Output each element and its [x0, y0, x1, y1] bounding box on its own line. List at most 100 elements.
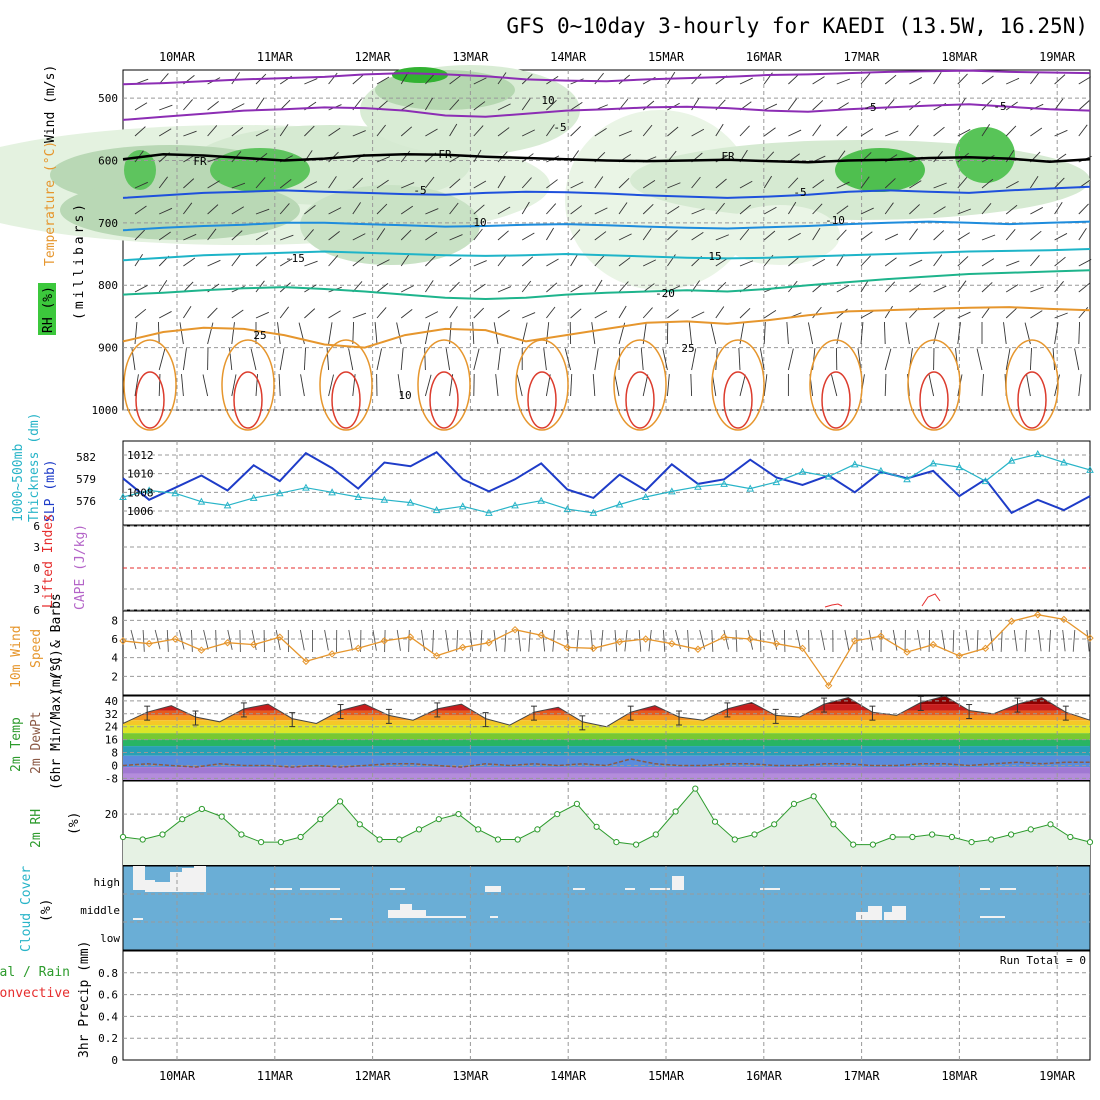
temp2m-band-10: [123, 767, 1090, 774]
wind10-barb-16: [324, 629, 329, 651]
barb-7-18: [570, 253, 579, 267]
barb-10-4: [231, 322, 235, 345]
wind10-point-5: [249, 640, 258, 649]
barb-7-34: [957, 256, 969, 267]
barb-1-18: [570, 101, 583, 111]
barb-11-8: [326, 348, 330, 371]
barb-0-34: [957, 73, 968, 85]
barb-2-19: [594, 127, 607, 137]
wind10-barb-71: [989, 629, 994, 652]
barb-4-13: [449, 178, 461, 189]
thickness-point-0: [119, 492, 127, 500]
wind10-barb-22: [396, 629, 401, 651]
wind10-tick-2: 2: [111, 670, 118, 683]
barb-12-8: [328, 374, 334, 397]
barb-6-12: [425, 231, 438, 241]
barb-5-26: [763, 206, 777, 215]
barb-6-25: [739, 228, 750, 241]
isotherm-label-12: -20: [655, 287, 675, 300]
barb-12-18: [570, 374, 573, 397]
wind10-barb-1: [142, 629, 145, 652]
wind10-barb-54: [783, 629, 786, 652]
barb-9-5: [255, 311, 269, 319]
lifted-index-grid: [123, 525, 1090, 611]
barb-6-3: [207, 228, 217, 241]
barb-2-17: [546, 124, 555, 137]
wind10-barb-77: [1062, 629, 1066, 652]
warm-loop-outer-8: [907, 339, 961, 431]
top-date-label-6: 16MAR: [746, 50, 783, 64]
barb-9-21: [642, 307, 653, 319]
barb-5-6: [279, 203, 290, 215]
barb-12-6: [278, 374, 281, 397]
stability-panel: 6 3 0 3 6 Lifted Index CAPE (J/kg): [33, 514, 1091, 617]
precip-grid: [123, 951, 1090, 1060]
barb-4-12: [425, 176, 435, 189]
barb-0-36: [1006, 77, 1020, 85]
barb-4-23: [691, 176, 701, 189]
thickness-point-21: [667, 487, 676, 495]
rh2m-point-18: [475, 826, 482, 833]
wind10-barb-14: [299, 629, 305, 651]
warm-loop-outer-9: [1005, 339, 1059, 431]
barb-2-24: [715, 123, 724, 137]
thickness-point-5: [249, 493, 258, 501]
barb-0-29: [836, 78, 851, 85]
upper-air-temp-label: Temperature (°C): [43, 141, 58, 266]
barb-4-4: [231, 182, 246, 189]
barb-12-37: [1026, 374, 1031, 397]
barb-2-10: [376, 124, 386, 137]
barb-4-11: [401, 182, 415, 189]
barb-12-20: [614, 374, 620, 397]
top-date-label-1: 11MAR: [257, 50, 294, 64]
barb-8-19: [594, 279, 603, 293]
wind10-barb-4: [178, 629, 185, 650]
barb-5-11: [400, 205, 414, 215]
upper-air-wind-barbs: [131, 71, 1092, 397]
rh2m-point-24: [593, 823, 600, 830]
rh2m-ticks: 20: [105, 808, 118, 821]
barb-5-2: [183, 202, 193, 215]
run-total-label: Run Total = 0: [1000, 954, 1086, 967]
wind10-point-36: [1060, 615, 1068, 624]
barb-1-4: [231, 103, 245, 111]
barb-4-8: [328, 176, 337, 189]
wind10-point-35: [1034, 611, 1042, 619]
warm-loop-inner-5: [625, 371, 655, 429]
barb-4-14: [473, 180, 487, 189]
slp-tick-1006: 1006: [127, 505, 154, 518]
barb-4-6: [279, 179, 292, 189]
barb-12-3: [202, 374, 209, 397]
barb-5-0: [134, 205, 147, 215]
wind10-barb-44: [662, 629, 666, 652]
rh2m-label: 2m RH: [29, 809, 44, 848]
barb-1-6: [279, 99, 291, 111]
rh2m-point-17: [455, 811, 462, 818]
barb-0-35: [981, 75, 994, 85]
barb-2-29: [836, 126, 848, 137]
barb-5-16: [521, 201, 530, 215]
barb-5-33: [933, 206, 946, 215]
wind10-tick-4: 4: [111, 652, 118, 665]
upper-air-panel: 10 -5 -5 FR FR FR -5 -5 10 -10 -15 15 -20 25 25 10 -5 50…: [0, 65, 1092, 431]
lifted-index-ticks: 6 3 0 3 6: [33, 520, 40, 617]
barb-7-9: [352, 257, 365, 267]
warm-loop-inner-6: [723, 371, 753, 429]
barb-11-12: [424, 347, 426, 371]
cloud-high-label: high: [94, 876, 121, 889]
barb-6-11: [400, 229, 412, 241]
rh2m-point-49: [1086, 839, 1094, 846]
thickness-point-20: [641, 492, 650, 500]
barb-6-24: [715, 234, 729, 241]
pressure-tick-600: 600: [98, 154, 118, 167]
wind10-barb-2: [154, 629, 161, 650]
barb-9-36: [1005, 308, 1017, 319]
wind10-barb-50: [735, 629, 738, 652]
cloud-block-17: [388, 910, 400, 918]
temp2m-tick-2: 8: [111, 747, 118, 760]
barb-2-39: [1078, 124, 1088, 137]
cloud-block-25: [892, 906, 906, 920]
cloud-block-18: [400, 904, 412, 918]
barb-5-13: [449, 202, 459, 215]
barb-8-30: [860, 279, 869, 293]
